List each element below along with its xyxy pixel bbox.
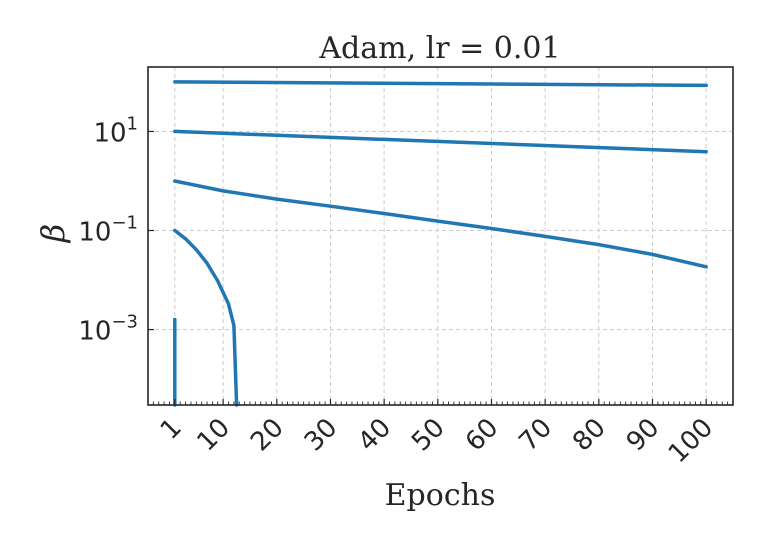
grid [148, 67, 733, 405]
x-tick-label: 1 [155, 413, 188, 446]
y-axis-label: β [34, 224, 72, 244]
x-axis-label: Epochs [385, 478, 496, 513]
x-tick-label: 100 [663, 413, 719, 469]
series-line [173, 179, 708, 269]
x-tick-label: 10 [191, 413, 236, 458]
x-tick-label: 20 [245, 413, 290, 458]
ticks [147, 130, 734, 405]
x-tick-label: 60 [460, 413, 505, 458]
x-tick-label: 30 [299, 413, 344, 458]
series-layer [173, 80, 708, 407]
x-tick-label: 80 [567, 413, 612, 458]
series-line [173, 129, 708, 154]
chart-title: Adam, lr = 0.01 [318, 31, 560, 66]
plot-frame [147, 66, 734, 406]
series-line [173, 80, 708, 88]
x-tick-label: 70 [513, 413, 558, 458]
series-line [173, 228, 239, 407]
y-tick-label: 101 [93, 113, 138, 148]
x-tick-label: 40 [352, 413, 397, 458]
x-tick-label: 50 [406, 413, 451, 458]
x-tick-label: 90 [621, 413, 666, 458]
y-tick-label: 10−1 [78, 213, 138, 248]
y-tick-label: 10−3 [78, 312, 138, 347]
